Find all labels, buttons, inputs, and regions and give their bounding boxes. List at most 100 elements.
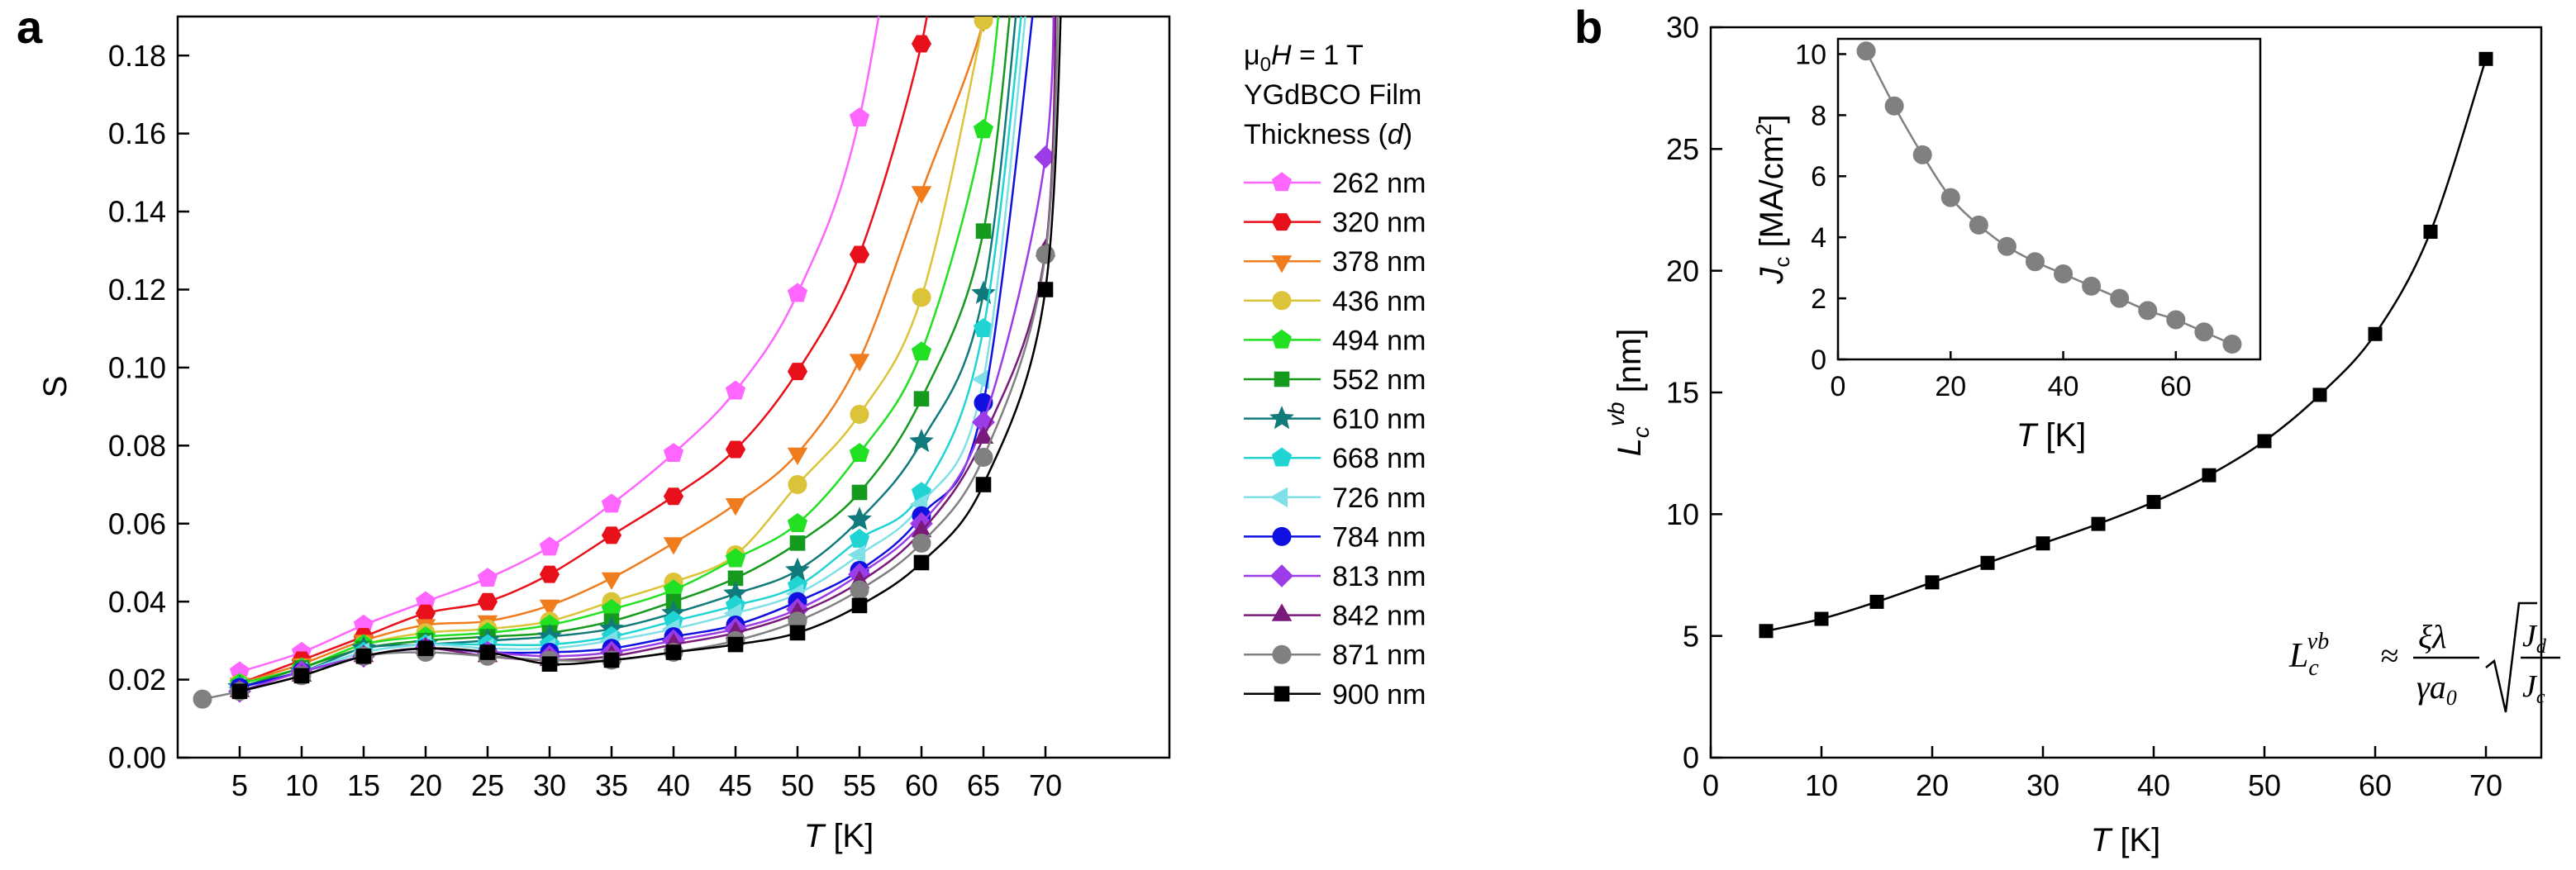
plot-a-series-line xyxy=(239,17,986,685)
legend-item: 871 nm xyxy=(1244,639,1426,671)
legend-marker xyxy=(1269,406,1294,430)
plot-a-data-point xyxy=(787,512,808,532)
legend-marker xyxy=(1272,644,1292,664)
inset-data-point xyxy=(1997,236,2017,256)
formula: Lcvb ≈ ξλ γa0 Jd Jc xyxy=(2288,601,2560,713)
plot-b-y-tick-label: 10 xyxy=(1666,497,1699,531)
inset-series-1 xyxy=(1856,41,2242,354)
plot-a-series-line xyxy=(239,17,986,685)
inset-data-point xyxy=(1940,188,1960,207)
plot-a-y-tick-label: 0.12 xyxy=(108,273,166,307)
plot-b-x-tick-label: 50 xyxy=(2248,768,2281,802)
legend-label: 436 nm xyxy=(1332,286,1426,317)
plot-a-data-point xyxy=(1036,245,1055,264)
legend-item: 262 nm xyxy=(1244,168,1426,199)
plot-a-data-point xyxy=(788,475,807,495)
plot-a-x-tick-label: 65 xyxy=(967,768,1000,802)
legend-item: 726 nm xyxy=(1244,483,1426,514)
plot-b-y-ticks: 0 5 10 15 20 25 30 xyxy=(1666,11,1722,775)
plot-a-data-point xyxy=(477,568,498,587)
plot-b-y-tick-label: 20 xyxy=(1666,254,1699,288)
plot-a-series-line xyxy=(239,17,1026,689)
plot-b-y-tick-label: 15 xyxy=(1666,376,1699,410)
inset-data-point xyxy=(1969,215,1988,235)
formula-denominator: γa0 xyxy=(2416,668,2457,710)
plot-b-data-point xyxy=(1925,575,1940,590)
legend-label: 813 nm xyxy=(1332,561,1426,592)
plot-b-data-point xyxy=(2478,51,2493,66)
plot-a-data-point xyxy=(787,283,808,302)
legend-item: 842 nm xyxy=(1244,601,1426,632)
inset-data-point xyxy=(2138,301,2158,321)
plot-b-data-point xyxy=(2091,516,2106,531)
plot-b-x-label: T [K] xyxy=(2091,822,2160,858)
plot-b-x-tick-label: 10 xyxy=(1805,768,1838,802)
inset-data-point xyxy=(2110,288,2130,308)
plot-a-data-point xyxy=(477,592,498,611)
plot-a-data-point xyxy=(847,544,866,565)
plot-a-data-point xyxy=(911,341,932,361)
plot-a-data-point xyxy=(603,652,620,668)
plot-b-data-point xyxy=(1759,624,1774,639)
plot-a-series-5 xyxy=(229,17,1000,692)
plot-a-series-line xyxy=(239,17,1000,685)
plot-a-data-point xyxy=(725,380,746,400)
plot-a-data-point xyxy=(971,368,990,390)
legend-item: 668 nm xyxy=(1244,443,1426,474)
plot-a-series-line xyxy=(202,17,1059,701)
legend-marker xyxy=(1271,329,1293,349)
inset-x-tick-label: 60 xyxy=(2160,371,2192,402)
plot-a-data-point xyxy=(851,597,868,614)
plot-a-data-point xyxy=(787,447,808,466)
legend-marker xyxy=(1270,564,1293,587)
plot-a-x-tick-label: 55 xyxy=(843,768,876,802)
plot-a-x-tick-label: 40 xyxy=(657,768,690,802)
plot-a-data-point xyxy=(355,648,372,664)
plot-a-data-point xyxy=(975,223,992,239)
legend-label: 784 nm xyxy=(1332,521,1426,553)
plot-a-data-point xyxy=(789,535,806,551)
legend-label: 842 nm xyxy=(1332,601,1426,632)
plot-a-data-point xyxy=(293,668,310,684)
plot-a-data-point xyxy=(539,565,560,583)
plot-b-x-ticks: 0 10 20 30 40 50 60 70 xyxy=(1702,746,2502,802)
inset-data-point xyxy=(2082,276,2102,296)
legend-item: 900 nm xyxy=(1244,679,1426,711)
plot-b-data-point xyxy=(1980,555,1995,570)
legend-item: 784 nm xyxy=(1244,521,1426,553)
plot-a-data-point xyxy=(850,405,869,425)
plot-a-y-tick-label: 0.06 xyxy=(108,506,166,540)
legend-label: 668 nm xyxy=(1332,443,1426,474)
formula-radicand-num: Jd xyxy=(2522,619,2547,658)
plot-b-y-tick-label: 0 xyxy=(1683,741,1699,775)
plot-b-x-tick-label: 30 xyxy=(2026,768,2059,802)
legend-marker xyxy=(1272,291,1292,311)
inset-x-tick-label: 20 xyxy=(1935,371,1966,402)
plot-a-y-ticks: 0.00 0.02 0.04 0.06 0.08 0.10 0.12 0.14 0.16 0.18 xyxy=(108,39,189,775)
inset-y-tick-label: 8 xyxy=(1811,100,1826,131)
inset-data-point xyxy=(1884,96,1904,116)
plot-a-data-point xyxy=(849,245,870,264)
inset-series xyxy=(1856,41,2242,354)
inset-y-tick-label: 4 xyxy=(1811,222,1826,254)
legend-marker xyxy=(1271,255,1293,273)
plot-a-data-point xyxy=(417,640,434,657)
plot-a-data-point xyxy=(663,537,684,555)
formula-lhs: Lcvb xyxy=(2288,629,2329,681)
legend-label: 494 nm xyxy=(1332,325,1426,356)
plot-a-data-point xyxy=(601,526,622,544)
plot-a-data-point xyxy=(851,484,868,501)
legend-marker xyxy=(1274,371,1290,387)
plot-a-y-tick-label: 0.16 xyxy=(108,116,166,150)
plot-a-data-point xyxy=(911,35,932,53)
plot-a-x-tick-label: 45 xyxy=(719,768,752,802)
plot-b-series xyxy=(1759,51,2493,639)
plot-a-data-point xyxy=(601,493,622,513)
plot-a-series-11 xyxy=(228,17,1057,703)
plot-b-y-tick-label: 30 xyxy=(1666,11,1699,45)
plot-a-x-tick-label: 70 xyxy=(1029,768,1062,802)
plot-a-data-point xyxy=(973,425,994,444)
plot-a-x-ticks: 5 10 15 20 25 30 35 40 45 50 55 60 65 70 xyxy=(231,746,1062,802)
inset-data-point xyxy=(1856,41,1876,61)
